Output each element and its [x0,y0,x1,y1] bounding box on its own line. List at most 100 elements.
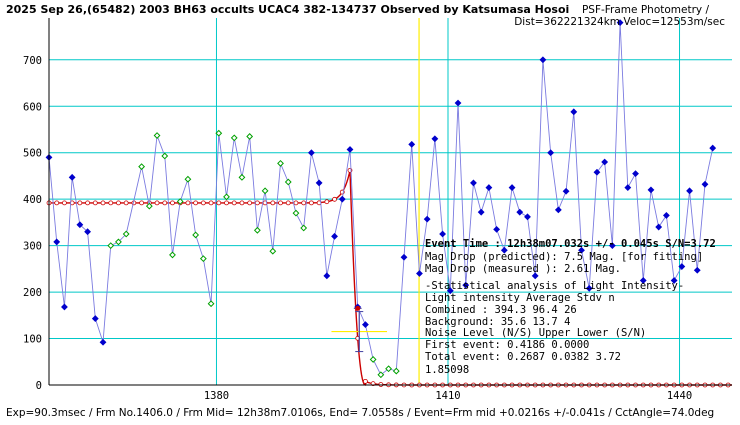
observed-point [655,223,663,231]
model-point [308,200,314,206]
analysis-line: First event: 0.4186 0.0000 [425,339,589,351]
model-point [54,200,60,206]
observed-point [639,277,647,284]
x-tick-label: 1440 [667,390,692,402]
observed-point [99,338,107,346]
observed-point [462,281,470,289]
event-markers [331,305,388,353]
observed-point [362,321,369,329]
observed-point [408,140,416,148]
observed-series [45,19,717,379]
model-point [239,200,245,206]
model-point [216,200,222,206]
observed-point [678,263,686,270]
observed-point [199,255,207,263]
x-tick-label: 1380 [204,390,229,402]
observed-point [68,173,76,181]
observed-point [670,277,678,284]
observed-point [493,225,501,233]
observed-point [161,152,169,160]
model-point [116,200,121,206]
observed-point [53,238,61,246]
observed-point [539,56,547,64]
analysis-line: Background: 35.6 13.7 4 [425,316,570,328]
observed-point [261,187,269,195]
model-point [154,200,160,206]
observed-point [616,19,624,27]
observed-point [284,178,292,186]
model-point [270,200,276,206]
model-point [185,200,191,206]
x-axis-ticks: 1380 1410 1440 [204,390,692,402]
observed-point [477,208,485,216]
observed-point [562,187,570,195]
observed-point [91,315,99,322]
observed-point [454,99,462,107]
analysis-line: -Statistical analysis of Light Intensity… [425,280,684,292]
observed-point [292,209,300,217]
observed-point [153,132,161,139]
model-point [170,200,175,206]
observed-point [578,246,585,254]
observed-point [593,168,601,176]
observed-point [531,272,539,280]
observed-point [547,149,555,157]
y-tick-label: 600 [23,101,42,113]
chart-subtitle-line2: Dist=362221324km Veloc=12553m/sec [514,16,725,28]
y-tick-label: 300 [23,241,42,253]
observed-point [524,213,531,221]
observed-point [307,149,315,157]
event-point [355,305,361,311]
observed-point [632,170,639,178]
model-point [231,200,237,206]
model-point [100,200,106,206]
observed-point [223,193,230,201]
model-point [85,200,90,206]
observed-point [485,184,493,191]
analysis-line: Event Time : 12h38m07.032s +/- 0.045s S/… [425,238,716,250]
observed-point [331,232,338,240]
model-point [224,200,229,206]
observed-point [277,159,284,167]
observed-point [61,303,68,311]
chart-title: 2025 Sep 26,(65482) 2003 BH63 occults UC… [6,3,569,16]
observed-point [508,184,516,191]
observed-point [145,202,153,210]
observed-point [431,135,439,143]
observed-point [84,228,91,236]
model-point [293,200,299,206]
observed-point [323,272,331,280]
observed-point [585,284,593,292]
y-tick-label: 700 [23,55,42,67]
observed-point [500,246,508,254]
observed-point [238,173,246,181]
observed-point [647,186,655,194]
observed-point [253,226,261,234]
observed-point [554,206,562,214]
observed-point [709,144,717,152]
model-point [285,200,291,206]
model-point [162,200,168,206]
observed-point [470,179,477,187]
model-point [92,200,98,206]
model-point [62,200,67,206]
observed-point [369,356,377,363]
observed-point [315,179,323,187]
model-point [193,200,199,206]
observed-point [662,212,670,219]
observed-point [192,231,200,239]
observed-point [115,238,122,246]
observed-point [300,224,308,232]
y-tick-label: 200 [23,287,42,299]
observed-point [207,300,215,308]
observed-point [184,175,192,183]
analysis-line: Mag Drop (predicted): 7.5 Mag. [for fitt… [425,251,703,263]
observed-point [107,242,115,250]
analysis-panel: Event Time : 12h38m07.032s +/- 0.045s S/… [425,238,716,376]
model-point [208,200,214,206]
model-point [77,200,83,206]
observed-point [338,195,346,203]
model-point [301,200,307,206]
